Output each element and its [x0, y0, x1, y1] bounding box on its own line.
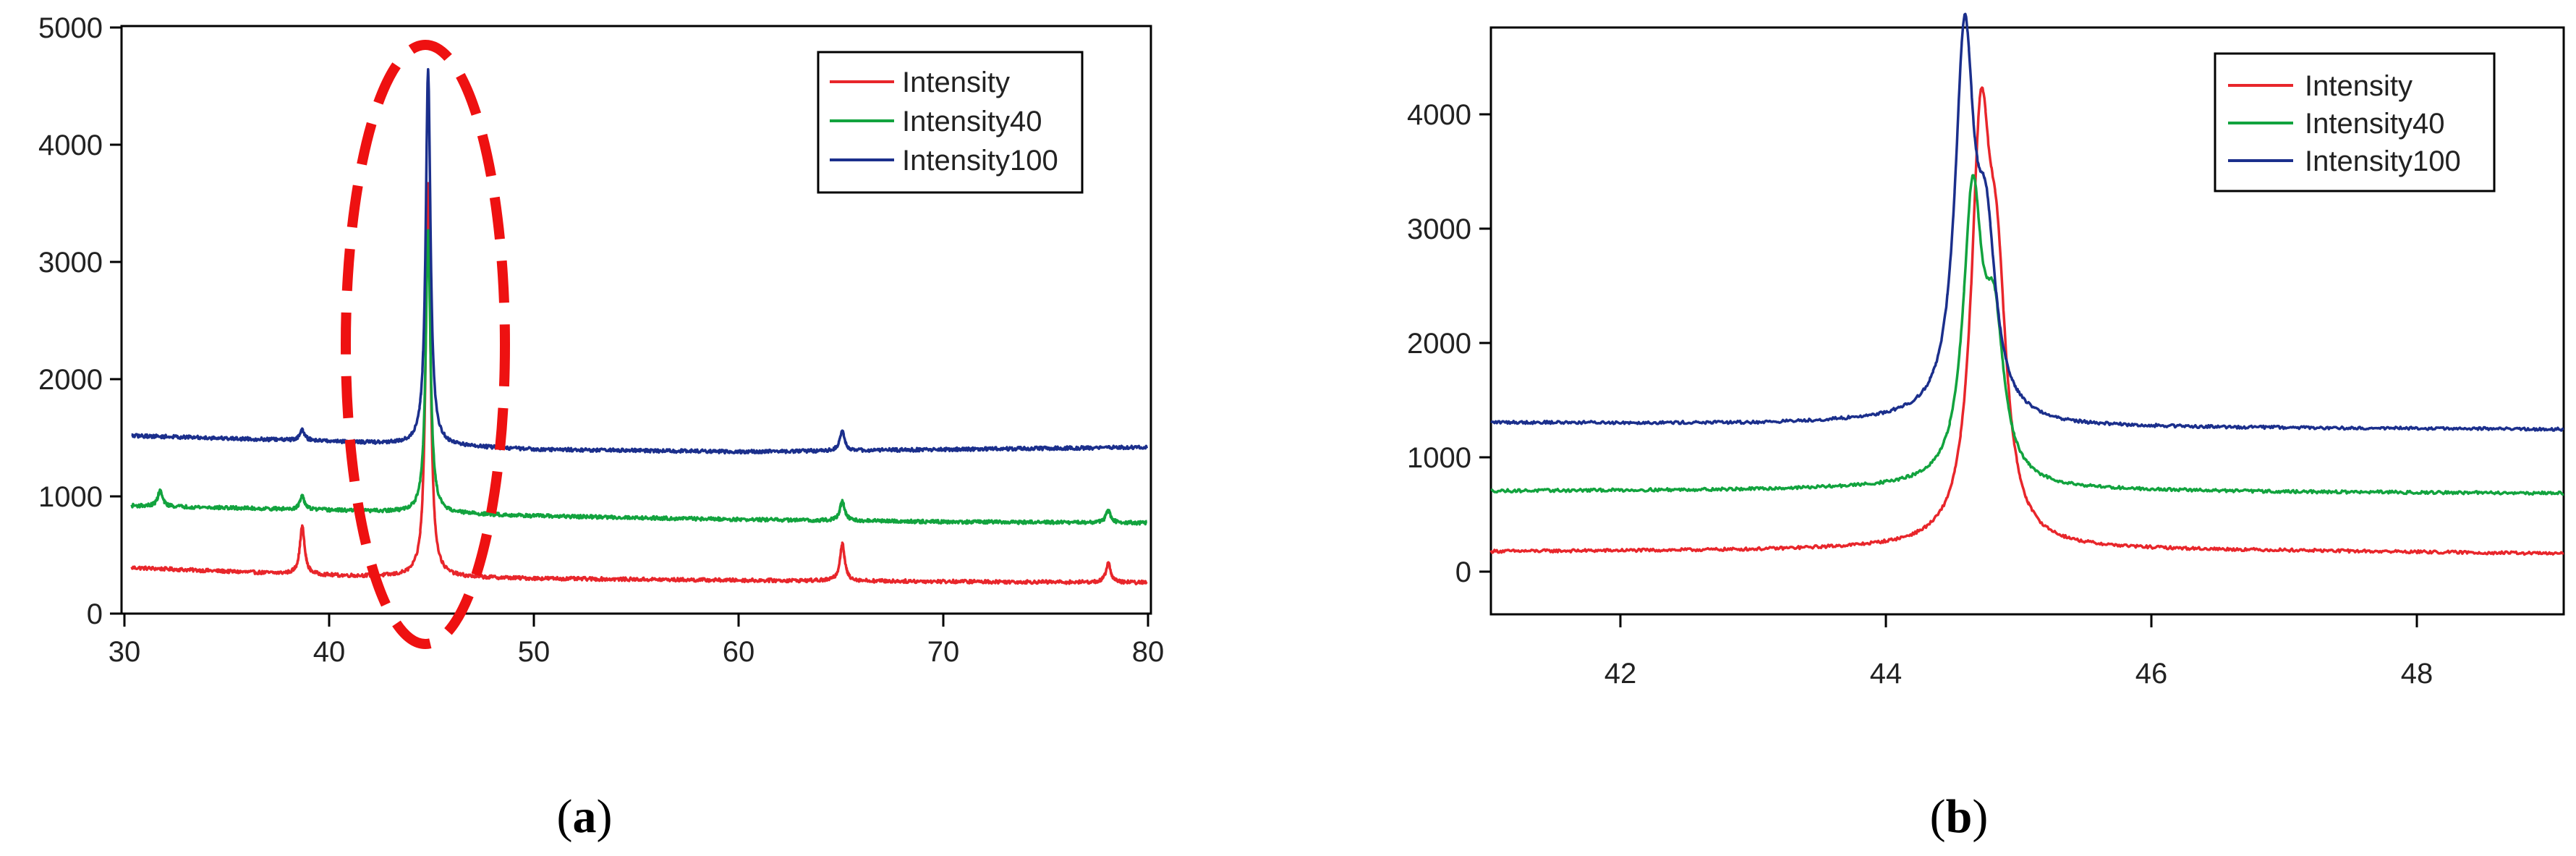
chart-a-caption-open: ( — [557, 790, 573, 843]
chart-b-x-tick-label-44: 44 — [1870, 658, 1903, 690]
chart-a-plot-frame — [120, 25, 1152, 615]
chart-b-y-tick-label-0: 0 — [1455, 556, 1471, 588]
chart-a-x-tick-label-30: 30 — [109, 636, 141, 668]
chart-a-y-tick-label-2000: 2000 — [38, 364, 103, 396]
chart-b-lines — [1489, 12, 2564, 556]
chart-a-series-intensity100-line — [131, 67, 1149, 455]
chart-a-highlight-ellipse — [341, 40, 510, 649]
chart-a: 0 1000 2000 3000 4000 5000 30 40 50 60 7… — [38, 12, 1164, 843]
chart-a-series-intensity-line — [130, 182, 1148, 585]
chart-a-y-tick-label-1000: 1000 — [38, 481, 103, 513]
chart-a-x-tick-label-40: 40 — [313, 636, 346, 668]
chart-a-x-tick-label-50: 50 — [518, 636, 551, 668]
chart-b-caption-letter: b — [1946, 790, 1973, 843]
chart-b: 0 1000 2000 3000 4000 42 44 46 48 — [1407, 12, 2565, 843]
chart-b-plot-frame — [1489, 26, 2565, 616]
chart-b-legend-label-intensity40: Intensity40 — [2305, 108, 2444, 140]
chart-a-y-tick-label-0: 0 — [87, 598, 103, 630]
chart-b-y-tick-label-3000: 3000 — [1407, 213, 1471, 245]
chart-a-caption: (a) — [557, 790, 613, 843]
chart-b-legend: Intensity Intensity40 Intensity100 — [2214, 52, 2496, 192]
chart-b-y-tick-label-2000: 2000 — [1407, 328, 1471, 360]
chart-a-caption-letter: a — [573, 790, 597, 843]
chart-a-legend-label-intensity40: Intensity40 — [902, 106, 1042, 137]
chart-a-x-tick-label-60: 60 — [723, 636, 755, 668]
chart-a-y-tick-label-5000: 5000 — [38, 12, 103, 44]
chart-b-y-ticks: 0 1000 2000 3000 4000 — [1407, 99, 1491, 588]
chart-b-series-intensity-line — [1489, 86, 2564, 556]
chart-b-caption: (b) — [1930, 790, 1989, 843]
chart-a-y-tick-label-4000: 4000 — [38, 130, 103, 161]
chart-b-x-ticks: 42 44 46 48 — [1604, 614, 2433, 690]
chart-a-y-tick-label-3000: 3000 — [38, 247, 103, 279]
chart-b-x-tick-label-46: 46 — [2135, 658, 2168, 690]
chart-a-y-ticks: 0 1000 2000 3000 4000 5000 — [38, 12, 122, 630]
chart-b-caption-open: ( — [1930, 790, 1946, 843]
chart-b-legend-label-intensity100: Intensity100 — [2305, 145, 2461, 177]
chart-b-series-intensity40-line — [1490, 174, 2564, 496]
chart-b-x-tick-label-42: 42 — [1604, 658, 1637, 690]
chart-b-y-tick-label-4000: 4000 — [1407, 99, 1471, 131]
chart-a-lines — [130, 67, 1149, 585]
chart-a-caption-close: ) — [597, 790, 613, 843]
chart-a-series-intensity40-line — [130, 229, 1148, 526]
chart-b-x-tick-label-48: 48 — [2401, 658, 2433, 690]
chart-a-x-tick-label-70: 70 — [927, 636, 960, 668]
chart-a-legend: Intensity Intensity40 Intensity100 — [817, 51, 1084, 194]
chart-b-y-tick-label-1000: 1000 — [1407, 442, 1471, 474]
chart-b-legend-label-intensity: Intensity — [2305, 70, 2413, 102]
chart-b-caption-close: ) — [1972, 790, 1988, 843]
chart-a-x-tick-label-80: 80 — [1132, 636, 1165, 668]
chart-b-series-intensity100-line — [1490, 12, 2564, 432]
chart-a-x-ticks: 30 40 50 60 70 80 — [109, 614, 1165, 668]
chart-a-legend-label-intensity: Intensity — [902, 67, 1010, 98]
chart-a-legend-label-intensity100: Intensity100 — [902, 145, 1058, 177]
